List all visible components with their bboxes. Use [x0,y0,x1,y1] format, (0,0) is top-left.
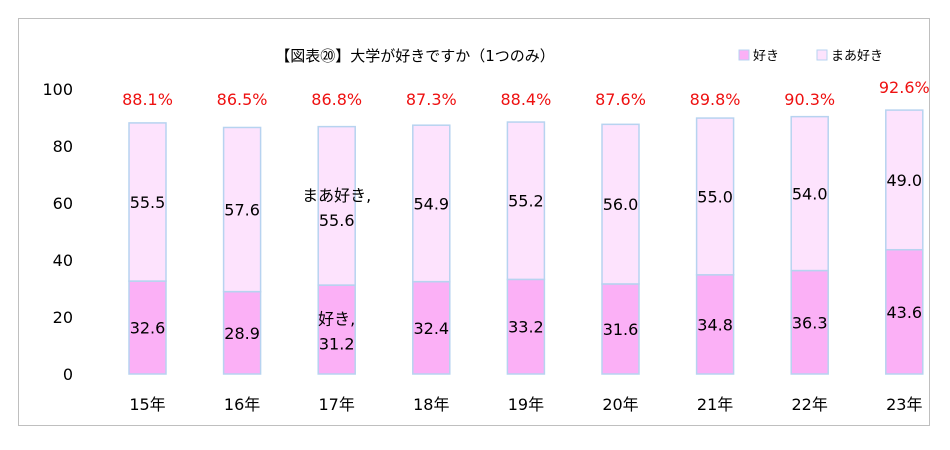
total-label: 86.8% [311,90,362,109]
x-tick-label: 21年 [697,395,733,414]
legend-label: 好き [753,49,779,64]
x-tick-label: 23年 [886,395,922,414]
x-tick-label: 18年 [413,395,449,414]
y-tick-label: 0 [63,365,73,384]
total-label: 88.4% [500,90,551,109]
data-label: 33.2 [508,318,544,337]
x-tick-label: 19年 [508,395,544,414]
total-label: 92.6% [879,78,930,97]
bar-segment [506,278,546,375]
data-label: 32.4 [413,319,449,338]
chart-title: 【図表⑳】大学が好きですか（1つのみ） [275,47,555,65]
bar-segment [790,115,829,272]
data-label: まあ好き, [302,186,371,205]
bar-segment [412,124,451,283]
y-tick-label: 60 [53,194,73,213]
stacked-bar-chart: 【図表⑳】大学が好きですか（1つのみ） 好き まあ好き 020406080100 … [42,47,930,414]
bar-segment [128,122,167,282]
data-label: 54.9 [413,194,449,213]
legend-label: まあ好き [831,49,883,64]
data-label: 31.2 [319,335,355,354]
bar-segment [317,125,356,286]
data-label: 55.0 [697,187,733,206]
bar-segment [885,248,924,375]
x-tick-label: 20年 [602,395,638,414]
x-tick-label: 16年 [224,395,260,414]
legend-swatch [738,49,750,61]
bar-segment [601,283,640,375]
y-tick-label: 100 [42,80,73,99]
legend-swatch [816,49,828,61]
bar-segment [506,121,546,281]
total-label: 90.3% [784,90,835,109]
bar-segment [695,274,735,375]
chart-frame: 【図表⑳】大学が好きですか（1つのみ） 好き まあ好き 0 20 40 60 80 100 … [18,18,930,426]
data-label: 55.6 [319,211,355,230]
data-label: 好き, [318,310,355,329]
bar-segment [695,117,735,276]
bar-segment [317,284,356,375]
data-label: 55.2 [508,192,544,211]
data-label: 31.6 [603,320,639,339]
data-label: 43.6 [886,303,922,322]
x-tick-label: 17年 [319,395,355,414]
total-label: 87.3% [406,90,457,109]
total-label: 89.8% [690,90,741,109]
data-label: 28.9 [224,324,260,343]
data-label: 32.6 [130,319,166,338]
y-tick-label: 80 [53,137,73,156]
x-tick-label: 15年 [129,395,165,414]
y-tick-label: 40 [53,251,73,270]
bars: 32.6 55.5 88.1% 15年 28.9 57.6 86.5% 16年 好き, 31.2 ま… [122,78,930,414]
total-label: 88.1% [122,90,173,109]
data-label: 34.8 [697,315,733,334]
total-label: 86.5% [217,90,268,109]
data-label: 49.0 [886,171,922,190]
bar-segment [412,280,451,375]
data-label: 56.0 [603,195,639,214]
total-label: 87.6% [595,90,646,109]
bar-segment [128,280,167,375]
legend: 好き まあ好き [738,49,883,64]
data-label: 36.3 [792,313,828,332]
y-tick-label: 20 [53,308,73,327]
data-label: 57.6 [224,201,260,220]
bar-segment [601,123,640,285]
bar-segment [885,109,924,251]
data-label: 55.5 [130,193,166,212]
data-label: 54.0 [792,185,828,204]
bar-segment [222,126,262,293]
bar-segment [790,269,829,375]
x-tick-label: 22年 [792,395,828,414]
y-axis: 0 20 40 60 80 100 [42,80,73,384]
